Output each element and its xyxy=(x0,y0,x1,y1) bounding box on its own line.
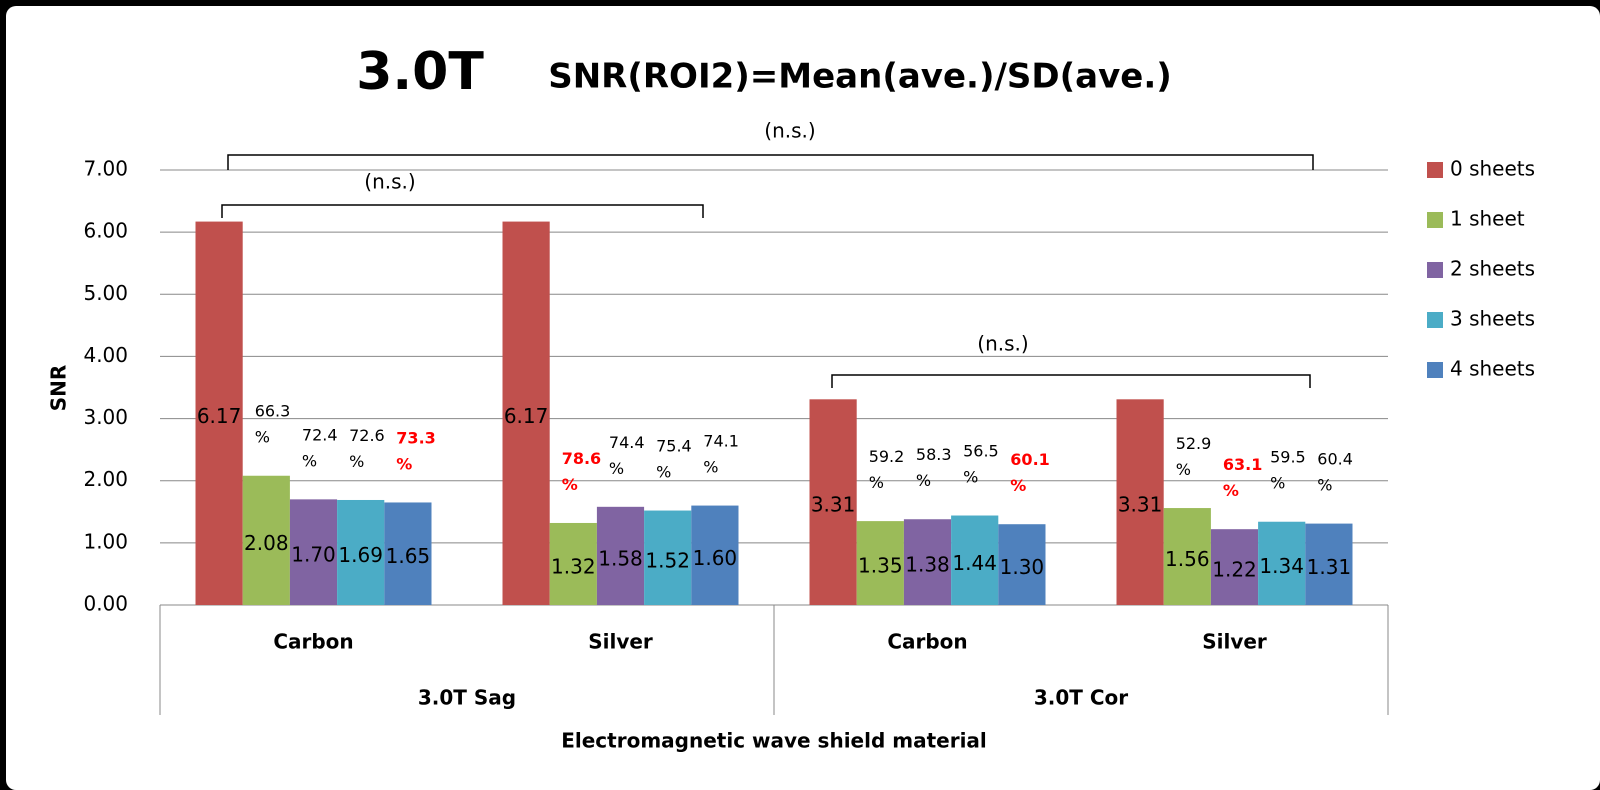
bar xyxy=(1305,523,1353,605)
bar xyxy=(998,524,1046,605)
percent-label: 74.4% xyxy=(609,432,645,477)
percent-label: 72.4% xyxy=(302,425,338,470)
legend-swatch xyxy=(1427,312,1443,328)
percent-label: 56.5% xyxy=(963,441,999,486)
percent-label: 63.1% xyxy=(1223,455,1262,500)
percent-label: 60.4% xyxy=(1317,449,1353,494)
x-tick-label: Carbon xyxy=(887,630,967,654)
legend-label: 3 sheets xyxy=(1450,307,1535,331)
annotation: (n.s.) xyxy=(977,332,1028,356)
percent-label: 59.5% xyxy=(1270,447,1306,492)
bar xyxy=(502,221,550,606)
legend-label: 4 sheets xyxy=(1450,357,1535,381)
value-label: 1.69 xyxy=(338,543,383,567)
annotation: (n.s.) xyxy=(764,119,815,143)
legend-label: 2 sheets xyxy=(1450,257,1535,281)
y-axis-label: SNR xyxy=(47,365,71,412)
bar xyxy=(596,506,645,605)
chart-subtitle: SNR(ROI2)=Mean(ave.)/SD(ave.) xyxy=(548,57,1172,97)
bracket xyxy=(227,154,1314,170)
x-group-label: 3.0T Cor xyxy=(1034,686,1128,710)
bar xyxy=(1258,521,1306,605)
legend-swatch xyxy=(1427,262,1443,278)
legend-swatch xyxy=(1427,362,1443,378)
y-tick-label: 3.00 xyxy=(83,405,128,429)
legend-swatch xyxy=(1427,212,1443,228)
value-label: 1.32 xyxy=(551,554,596,578)
bracket xyxy=(831,374,1311,388)
bar xyxy=(195,221,243,606)
percent-label: 66.3% xyxy=(255,401,291,446)
value-label: 6.17 xyxy=(504,404,549,428)
bar xyxy=(951,515,999,605)
value-label: 1.56 xyxy=(1165,547,1210,571)
x-tick-label: Carbon xyxy=(273,630,353,654)
bar xyxy=(549,522,597,605)
value-label: 3.31 xyxy=(811,493,856,517)
value-label: 1.65 xyxy=(386,544,431,568)
percent-label: 74.1% xyxy=(703,431,739,476)
x-tick-label: Silver xyxy=(588,630,653,654)
y-tick-label: 6.00 xyxy=(83,219,128,243)
bracket xyxy=(221,204,704,218)
value-label: 1.34 xyxy=(1259,554,1304,578)
value-label: 2.08 xyxy=(244,531,289,555)
chart-title: 3.0T xyxy=(356,42,484,102)
bar xyxy=(809,399,857,605)
value-label: 1.52 xyxy=(645,548,690,572)
bar xyxy=(691,505,739,605)
value-label: 3.31 xyxy=(1118,493,1163,517)
y-tick-label: 0.00 xyxy=(83,592,128,616)
y-tick-label: 2.00 xyxy=(83,467,128,491)
annotation: (n.s.) xyxy=(364,170,415,194)
bar xyxy=(644,510,692,605)
x-tick-label: Silver xyxy=(1202,630,1267,654)
y-tick-label: 5.00 xyxy=(83,281,128,305)
bar xyxy=(242,475,290,605)
percent-label: 73.3% xyxy=(396,428,435,473)
bar xyxy=(337,499,385,605)
percent-label: 58.3% xyxy=(916,445,952,490)
percent-label: 59.2% xyxy=(869,447,905,492)
y-tick-label: 1.00 xyxy=(83,529,128,553)
legend-label: 1 sheet xyxy=(1450,207,1525,231)
x-group-label: 3.0T Sag xyxy=(418,686,516,710)
value-label: 1.60 xyxy=(693,546,738,570)
value-label: 6.17 xyxy=(197,404,242,428)
bar xyxy=(903,519,952,605)
bar xyxy=(1116,399,1164,605)
value-label: 1.38 xyxy=(905,553,950,577)
x-axis-label: Electromagnetic wave shield material xyxy=(561,729,987,753)
value-label: 1.35 xyxy=(858,554,903,578)
value-label: 1.58 xyxy=(598,546,643,570)
percent-label: 52.9% xyxy=(1176,434,1212,479)
value-label: 1.30 xyxy=(1000,555,1045,579)
value-label: 1.22 xyxy=(1212,558,1257,582)
y-tick-label: 7.00 xyxy=(83,157,128,181)
percent-label: 72.6% xyxy=(349,425,385,470)
percent-label: 75.4% xyxy=(656,436,692,481)
bar xyxy=(289,499,338,605)
legend-label: 0 sheets xyxy=(1450,157,1535,181)
y-tick-label: 4.00 xyxy=(83,343,128,367)
percent-label: 60.1% xyxy=(1010,450,1049,495)
legend-swatch xyxy=(1427,162,1443,178)
percent-label: 78.6% xyxy=(562,448,601,493)
bar xyxy=(1163,508,1211,605)
value-label: 1.44 xyxy=(952,551,997,575)
bar xyxy=(384,502,432,605)
value-label: 1.31 xyxy=(1307,555,1352,579)
bar xyxy=(1210,529,1259,605)
bar xyxy=(856,521,904,605)
value-label: 1.70 xyxy=(291,543,336,567)
